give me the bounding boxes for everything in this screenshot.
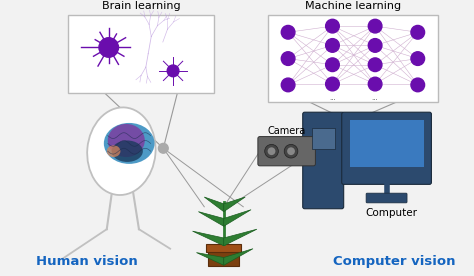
Circle shape <box>368 58 382 71</box>
Circle shape <box>326 19 339 33</box>
Ellipse shape <box>108 124 145 157</box>
Circle shape <box>268 147 275 155</box>
Circle shape <box>326 77 339 91</box>
Polygon shape <box>196 253 224 265</box>
Circle shape <box>167 65 179 77</box>
Circle shape <box>99 38 118 57</box>
Text: Computer vision: Computer vision <box>333 255 456 268</box>
Ellipse shape <box>107 145 120 157</box>
Circle shape <box>368 39 382 52</box>
Ellipse shape <box>87 107 155 195</box>
Circle shape <box>281 78 295 92</box>
Polygon shape <box>204 197 224 212</box>
Polygon shape <box>224 210 251 226</box>
Circle shape <box>284 144 298 158</box>
Circle shape <box>326 39 339 52</box>
FancyBboxPatch shape <box>303 112 344 209</box>
Ellipse shape <box>112 140 143 162</box>
Text: Human vision: Human vision <box>36 255 138 268</box>
Polygon shape <box>199 212 224 226</box>
Text: Brain learning: Brain learning <box>101 1 180 11</box>
Text: Machine learning: Machine learning <box>305 1 401 11</box>
Polygon shape <box>224 249 253 265</box>
FancyBboxPatch shape <box>342 112 431 184</box>
Circle shape <box>158 144 168 153</box>
Text: Camera: Camera <box>267 126 306 136</box>
Polygon shape <box>192 231 224 246</box>
Circle shape <box>281 52 295 65</box>
FancyBboxPatch shape <box>311 128 335 149</box>
FancyBboxPatch shape <box>268 15 438 102</box>
Circle shape <box>281 25 295 39</box>
Circle shape <box>411 25 425 39</box>
Polygon shape <box>224 197 245 212</box>
FancyBboxPatch shape <box>68 15 214 93</box>
Circle shape <box>368 19 382 33</box>
Text: ...: ... <box>329 95 336 101</box>
Circle shape <box>368 77 382 91</box>
Circle shape <box>264 144 278 158</box>
FancyBboxPatch shape <box>206 244 241 252</box>
Circle shape <box>326 58 339 71</box>
FancyBboxPatch shape <box>366 193 407 203</box>
Ellipse shape <box>104 123 155 164</box>
Circle shape <box>411 78 425 92</box>
FancyBboxPatch shape <box>208 249 239 266</box>
Polygon shape <box>224 229 257 246</box>
Circle shape <box>411 52 425 65</box>
Text: ...: ... <box>372 95 379 101</box>
Circle shape <box>287 147 295 155</box>
FancyBboxPatch shape <box>258 137 315 166</box>
Text: Computer: Computer <box>365 208 418 218</box>
FancyBboxPatch shape <box>349 120 424 167</box>
